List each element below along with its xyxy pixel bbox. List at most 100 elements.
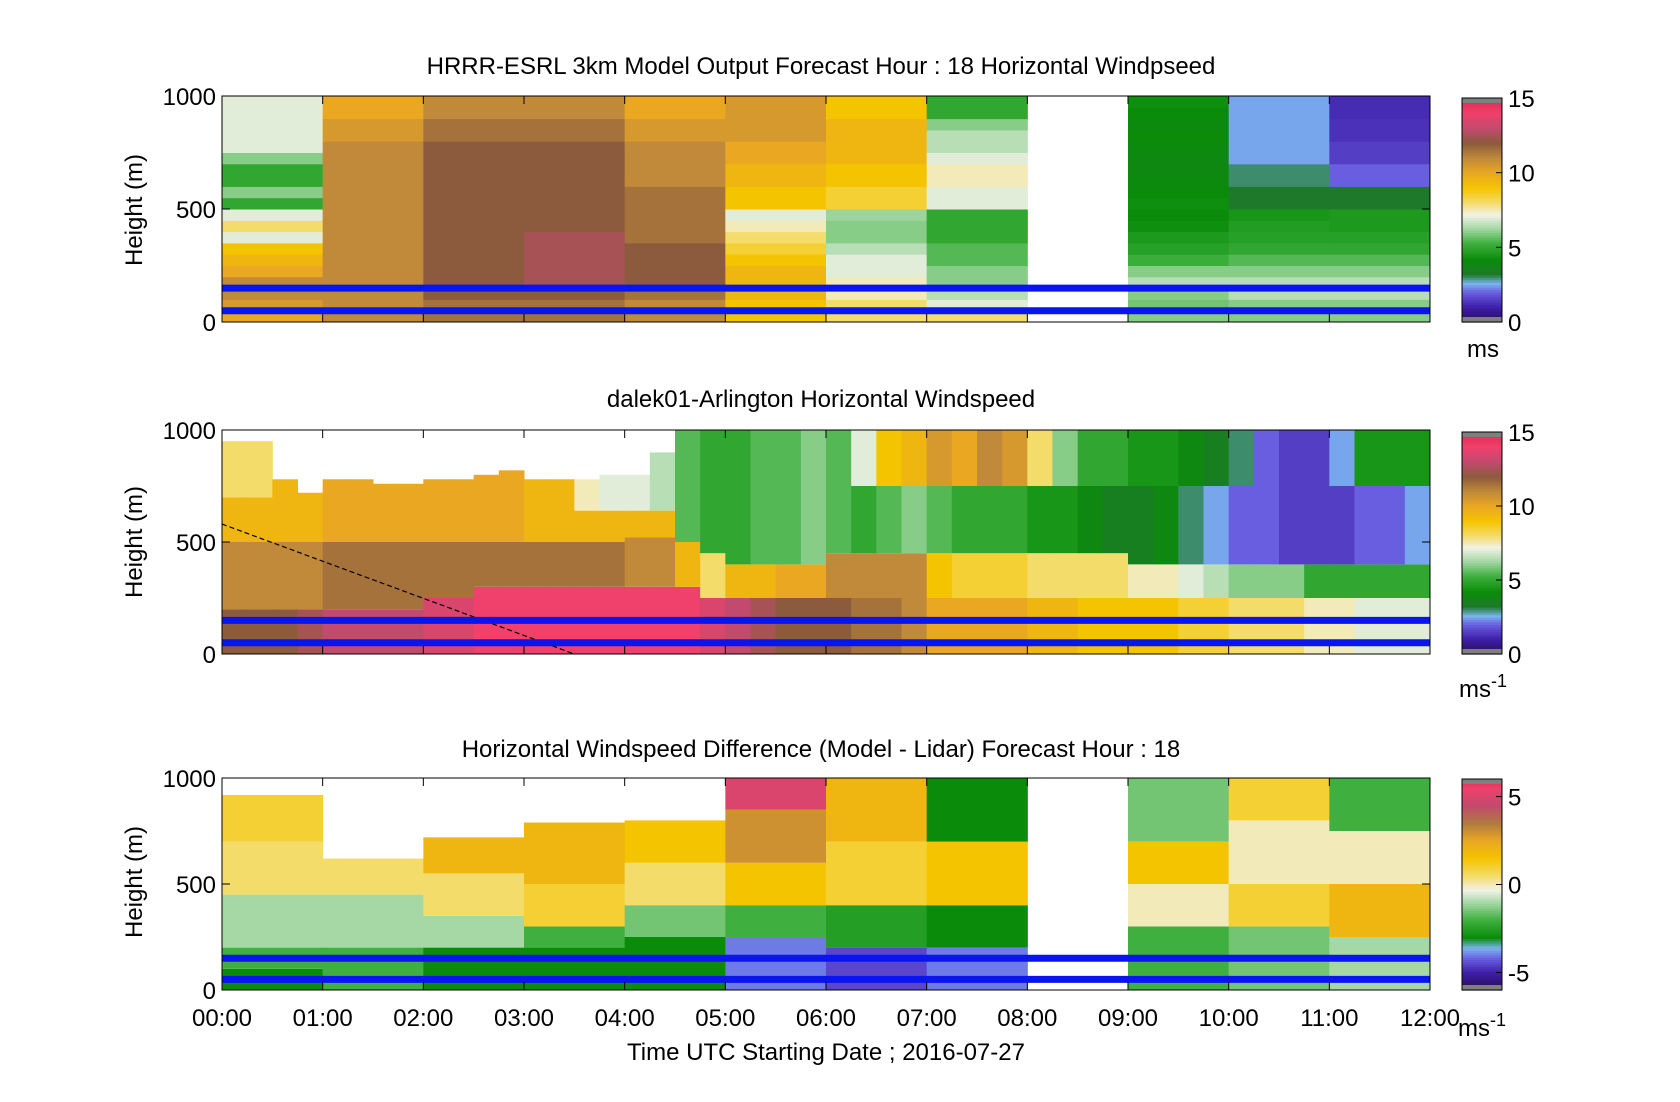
heatmap-cell [1228,265,1330,278]
x-tick-label: 05:00 [695,1005,755,1032]
colorbar-swatch [1462,842,1502,846]
heatmap-cell [1178,486,1204,565]
heatmap-cell [926,152,1028,165]
heatmap-cell [599,474,626,511]
heatmap-cell [322,542,349,610]
x-tick-label: 03:00 [494,1005,554,1032]
axis-ticks: 0 500 1000 [163,84,1431,337]
colorbar-swatch [1462,832,1502,836]
heatmap-cell [322,479,349,542]
heatmap-cell [649,510,676,538]
colorbar-swatch [1462,234,1502,238]
colorbar-swatch [1462,980,1502,984]
colorbar-swatch [1462,877,1502,881]
heatmap-cell [574,542,600,587]
colorbar-swatch [1462,267,1502,271]
colorbar-unit: ms [1467,336,1499,363]
heatmap-cell [901,486,928,554]
heatmap-cell [1128,430,1154,486]
heatmap-cell [524,265,626,278]
colorbar-swatch [1462,825,1502,829]
heatmap-cell [1329,197,1431,210]
heatmap-cell [498,470,525,542]
heatmap-cell [624,242,726,255]
heatmap-cell [826,152,928,165]
colorbar-swatch [1462,515,1502,519]
colorbar-swatch [1462,641,1502,645]
colorbar-swatch [1462,466,1502,470]
heatmap-cell [1228,310,1330,323]
colorbar-swatch [1462,471,1502,475]
heatmap-cell [725,299,827,312]
colorbar-swatch [1462,839,1502,843]
colorbar-swatch [1462,543,1502,547]
heatmap-cell [322,609,349,654]
colorbar-swatch [1462,797,1502,801]
colorbar-swatch [1462,973,1502,977]
heatmap-cell [826,778,928,842]
heatmap-cell [423,542,449,598]
heatmap-cell [624,186,726,199]
heatmap-cell [624,197,726,210]
heatmap-cell [977,486,1003,554]
colorbar-tick-label: 15 [1508,420,1535,447]
colorbar-swatch [1462,195,1502,199]
heatmap-cell [1228,175,1330,187]
panel-model-output: HRRR-ESRL 3km Model Output Forecast Hour… [121,53,1535,363]
heatmap-cell [423,837,525,874]
colorbar-swatch [1462,130,1502,134]
heatmap-cell [524,479,550,542]
colorbar-swatch [1462,302,1502,306]
heatmap-cell [1002,553,1028,598]
heatmap-cell [725,118,827,131]
heatmap-cell [926,905,1028,948]
colorbar-swatch [1462,155,1502,159]
heatmap-cell [1228,564,1255,598]
colorbar-swatch [1462,277,1502,281]
heatmap-cell [322,242,424,255]
heatmap-cell [222,299,324,312]
colorbar-swatch [1462,510,1502,514]
heatmap-cell [926,231,1028,244]
colorbar-swatch [1462,127,1502,131]
colorbar-swatch [1462,624,1502,628]
heatmap-cell [1128,231,1230,244]
colorbar-cap [1462,649,1502,654]
colorbar-swatch [1462,538,1502,542]
colorbar-swatch [1462,257,1502,261]
colorbar-swatch [1462,212,1502,216]
heatmap-cell [901,553,928,598]
colorbar-swatch [1462,982,1502,986]
heatmap-cell [423,197,525,210]
heatmap-cell [624,231,726,244]
colorbar-swatch [1462,975,1502,979]
heatmap-cell [222,209,324,221]
colorbar-swatch [1462,483,1502,487]
colorbar-swatch [1462,152,1502,156]
colorbar-swatch [1462,917,1502,921]
heatmap-cell [524,947,626,990]
heatmap-cell [700,430,726,554]
colorbar: -5 0 5 [1461,778,1529,991]
colorbar-swatch [1462,132,1502,136]
heatmap-cell [423,118,525,131]
colorbar-swatch [1462,783,1502,787]
heatmap-cell [423,242,525,255]
colorbar-swatch [1462,254,1502,258]
colorbar-swatch [1462,945,1502,949]
heatmap-cell [1128,118,1230,131]
x-tick-label: 07:00 [897,1005,957,1032]
heatmap-cell [322,288,424,300]
heatmap-cell [1329,276,1431,289]
heatmap-cell [775,430,802,565]
colorbar-swatch [1462,314,1502,318]
heatmap-cell [1128,96,1230,108]
heatmap-cell [1153,430,1179,486]
x-tick-label: 06:00 [796,1005,856,1032]
colorbar-swatch [1462,570,1502,574]
heatmap-cell [725,862,827,906]
heatmap-cell [1128,129,1230,142]
heatmap-cell [926,96,1028,108]
colorbar-swatch [1462,165,1502,169]
heatmap-cell [1077,430,1104,486]
